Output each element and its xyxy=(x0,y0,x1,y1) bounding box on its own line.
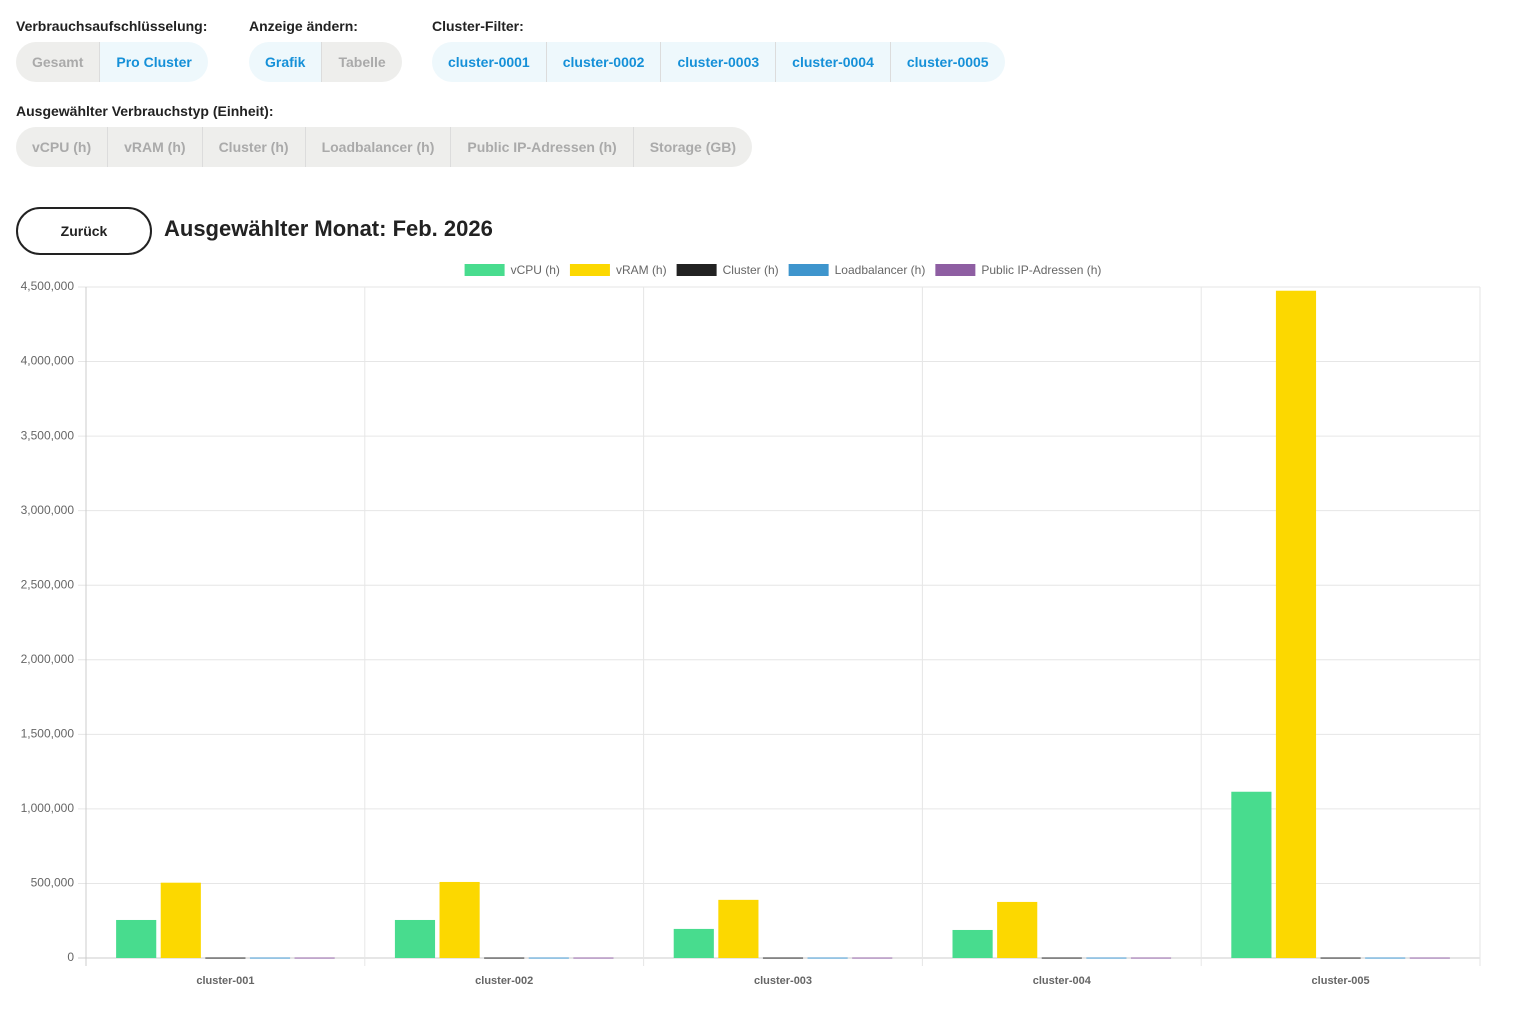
toggle-button[interactable]: vCPU (h) xyxy=(16,127,108,167)
toggle-button[interactable]: vRAM (h) xyxy=(107,127,202,167)
bar xyxy=(673,928,714,958)
legend: vCPU (h) vRAM (h) Cluster (h) Loadbalancer … xyxy=(464,263,1101,277)
y-tick-label: 1,000,000 xyxy=(21,801,75,815)
bar xyxy=(807,957,848,959)
y-tick-label: 1,500,000 xyxy=(21,727,75,741)
legend-swatch xyxy=(676,264,717,276)
usage-type-label: Ausgewählter Verbrauchstyp (Einheit): xyxy=(16,103,274,119)
y-tick-label: 4,500,000 xyxy=(21,279,75,293)
usage-type-group: vCPU (h) vRAM (h) Cluster (h) Loadbalancer … xyxy=(16,127,753,167)
y-tick-label: 3,000,000 xyxy=(21,503,75,517)
view-label: Anzeige ändern: xyxy=(249,18,358,34)
toggle-button[interactable]: cluster-0001 xyxy=(432,42,546,82)
toggle-button[interactable]: Cluster (h) xyxy=(201,127,305,167)
cluster-filter-group: cluster-0001 cluster-0002 cluster-0003 clus… xyxy=(432,42,1005,82)
legend-label: vCPU (h) xyxy=(511,263,560,277)
x-tick-label: cluster-002 xyxy=(475,975,533,987)
toggle-button[interactable]: Pro Cluster xyxy=(99,42,208,82)
bar xyxy=(394,919,436,958)
bar xyxy=(160,882,201,958)
bar xyxy=(1320,957,1361,959)
y-tick-label: 3,500,000 xyxy=(21,428,75,442)
breakdown-group: Gesamt Pro Cluster xyxy=(16,42,208,82)
x-tick-label: cluster-005 xyxy=(1312,975,1370,987)
toggle-button[interactable]: Storage (GB) xyxy=(632,127,753,167)
bar xyxy=(762,957,804,959)
y-tick-label: 2,000,000 xyxy=(21,652,75,666)
bar xyxy=(528,957,569,959)
legend-label: Cluster (h) xyxy=(723,263,779,277)
bar xyxy=(439,881,480,958)
legend-swatch xyxy=(569,264,610,276)
bar xyxy=(294,957,335,959)
toggle-button[interactable]: Grafik xyxy=(249,42,322,82)
bar xyxy=(997,901,1038,958)
legend-label: Public IP-Adressen (h) xyxy=(981,263,1101,277)
bar xyxy=(573,957,614,959)
bar xyxy=(1409,957,1450,959)
toggle-button[interactable]: Tabelle xyxy=(321,42,402,82)
legend-swatch xyxy=(788,264,829,276)
y-tick-label: 0 xyxy=(67,950,74,964)
bar xyxy=(249,957,291,959)
legend-swatch xyxy=(464,264,505,276)
bar xyxy=(1275,290,1317,958)
bar xyxy=(1130,957,1172,959)
heading: Ausgewählter Monat: Feb. 2026 xyxy=(164,216,493,241)
bar xyxy=(852,957,893,959)
x-tick-label: cluster-004 xyxy=(1033,975,1092,987)
toggle-button[interactable]: cluster-0005 xyxy=(889,42,1005,82)
back-button[interactable]: Zurück xyxy=(16,207,152,255)
bar xyxy=(116,919,157,958)
bar xyxy=(1041,957,1082,959)
cluster-filter-label: Cluster-Filter: xyxy=(432,18,524,34)
toggle-button[interactable]: cluster-0003 xyxy=(660,42,776,82)
legend-swatch xyxy=(935,264,976,276)
toggle-button[interactable]: Gesamt xyxy=(16,42,100,82)
y-tick-label: 500,000 xyxy=(31,876,75,890)
toggle-button[interactable]: Loadbalancer (h) xyxy=(304,127,451,167)
toggle-button[interactable]: cluster-0004 xyxy=(775,42,890,82)
breakdown-label: Verbrauchsaufschlüsselung: xyxy=(16,18,208,34)
x-tick-label: cluster-001 xyxy=(196,975,254,987)
y-tick-label: 4,000,000 xyxy=(21,354,75,368)
toggle-button[interactable]: cluster-0002 xyxy=(545,42,661,82)
toggle-button[interactable]: Public IP-Adressen (h) xyxy=(450,127,633,167)
bar xyxy=(1365,957,1406,959)
bar xyxy=(952,929,993,958)
legend-label: vRAM (h) xyxy=(616,263,667,277)
bar xyxy=(484,957,525,959)
bar xyxy=(718,899,759,958)
x-tick-label: cluster-003 xyxy=(754,975,812,987)
view-group: Grafik Tabelle xyxy=(249,42,402,82)
y-tick-label: 2,500,000 xyxy=(21,577,75,591)
bar xyxy=(205,957,246,959)
legend-label: Loadbalancer (h) xyxy=(835,263,926,277)
bar xyxy=(1231,791,1272,958)
bar xyxy=(1086,957,1127,959)
